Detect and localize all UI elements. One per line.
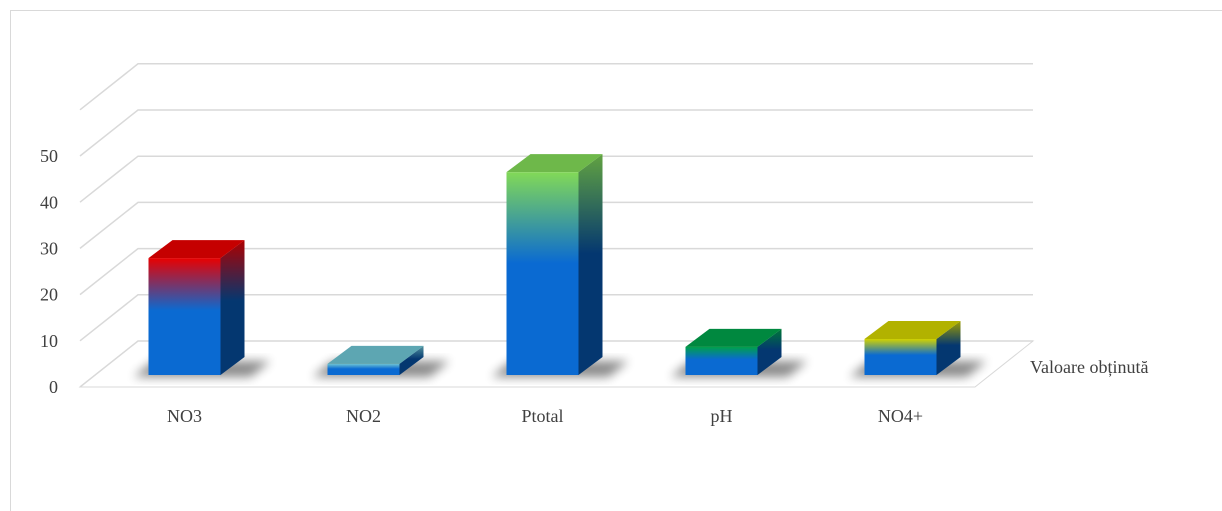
bar-front	[685, 346, 758, 375]
y-tick-label: 40	[40, 192, 58, 212]
wall-edge	[79, 63, 1033, 111]
bar-side-shade	[936, 320, 961, 375]
bar-side-shade	[578, 154, 603, 375]
bar-top	[148, 240, 245, 259]
bar-top-shade	[864, 320, 961, 339]
grid-line	[79, 247, 1033, 296]
y-tick-label: 50	[40, 146, 58, 166]
bar-side	[936, 320, 961, 375]
grid-line	[79, 201, 1033, 249]
y-tick-label: 30	[40, 239, 58, 259]
bar-side-shade	[399, 345, 424, 375]
bar-top-shade	[148, 240, 245, 259]
bar-side-shade	[757, 328, 782, 375]
bar-side	[578, 154, 603, 375]
x-tick-label: NO3	[167, 406, 202, 426]
x-tick-label: Ptotal	[521, 406, 563, 426]
bar-top	[327, 345, 424, 364]
grid-line	[79, 294, 1033, 342]
grid-line	[79, 109, 1033, 157]
x-tick-label: NO2	[346, 406, 381, 426]
bar-top	[864, 320, 961, 339]
bar-front	[864, 338, 937, 375]
x-tick-label: NO4+	[878, 406, 923, 426]
bar-side	[220, 240, 245, 375]
bar-front	[506, 172, 579, 375]
bar-top-shade	[327, 345, 424, 364]
frame	[10, 10, 1222, 511]
y-tick-label: 0	[49, 377, 58, 397]
y-tick-label: 10	[40, 331, 58, 351]
bar-side	[757, 328, 782, 375]
depth-axis-label: Valoare obținută	[1030, 357, 1148, 377]
bar-top-shade	[685, 328, 782, 347]
bar-top	[506, 154, 603, 173]
y-tick-label: 20	[40, 285, 58, 305]
x-tick-label: pH	[711, 406, 733, 426]
bar-top-shade	[506, 154, 603, 173]
bar-side-shade	[220, 240, 245, 375]
bar-side	[399, 345, 424, 375]
bar-front	[327, 363, 400, 375]
grid-line	[79, 155, 1033, 203]
bar-top	[685, 328, 782, 347]
bar-front	[148, 258, 221, 375]
